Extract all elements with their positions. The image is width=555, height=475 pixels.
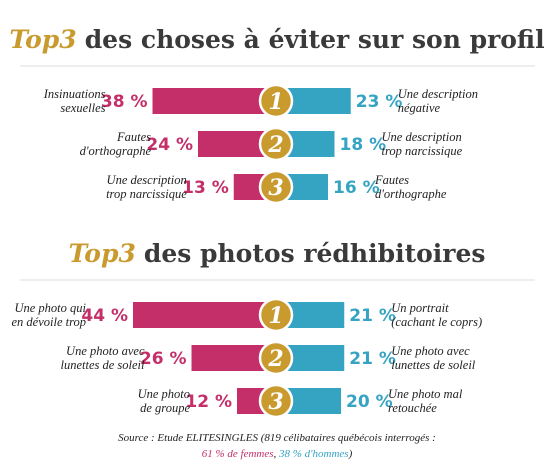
value-label: 21 % — [349, 349, 396, 369]
rank-badge — [258, 83, 294, 119]
right-label: Une photo avec lunettes de soleil — [391, 344, 476, 372]
women-share: 61 % de femmes — [202, 448, 274, 460]
right-label: Un portrait (cachant le coprs) — [391, 301, 482, 329]
bar — [133, 302, 276, 328]
rank-badge — [258, 169, 294, 205]
value-label: 24 % — [146, 135, 193, 155]
value-label: 13 % — [182, 178, 229, 198]
right-label: Une description trop narcissique — [382, 130, 463, 158]
rank-badge — [258, 340, 294, 376]
right-label: Une photo mal retouchée — [388, 387, 463, 415]
men-share: 38 % d'hommes — [278, 448, 349, 460]
source: Source : Etude ELITESINGLES (819 célibat… — [118, 432, 436, 444]
value-label: 44 % — [81, 306, 128, 326]
left-label: Fautes d'orthographe — [80, 130, 152, 158]
closing: ) — [348, 448, 353, 460]
title-highlight: Top3 — [9, 25, 76, 54]
right-label: Fautes d'orthographe — [374, 173, 447, 201]
rank: 2 — [267, 346, 283, 372]
value-label: 38 % — [101, 92, 148, 112]
rank: 3 — [268, 175, 283, 201]
value-label: 20 % — [346, 392, 393, 412]
value-label: 12 % — [185, 392, 232, 412]
rank-badge — [258, 297, 294, 333]
value-label: 26 % — [140, 349, 187, 369]
separator: , — [274, 448, 280, 460]
rank-badge — [258, 126, 294, 162]
left-label: Une photo qui en dévoile trop — [11, 301, 86, 329]
chart-title: Top3 des photos rédhibitoires — [69, 239, 486, 268]
rank: 2 — [267, 132, 283, 158]
source-detail: 61 % de femmes, 38 % d'hommes) — [202, 448, 353, 460]
value-label: 21 % — [349, 306, 396, 326]
title-text: des choses à éviter sur son profil — [85, 25, 545, 54]
value-label: 16 % — [333, 178, 380, 198]
right-label: Une description négative — [398, 87, 478, 115]
left-label: Insinuations sexuelles — [43, 87, 106, 115]
rank-badge — [258, 383, 294, 419]
left-label: Une description trop narcissique — [106, 173, 187, 201]
title-text: des photos rédhibitoires — [144, 239, 486, 268]
rank: 3 — [268, 389, 283, 415]
chart-title: Top3 des choses à éviter sur son profil — [9, 25, 544, 54]
rank: 1 — [268, 89, 283, 115]
left-label: Une photo de groupe — [138, 387, 191, 415]
title-highlight: Top3 — [69, 239, 136, 268]
value-label: 23 % — [356, 92, 403, 112]
value-label: 18 % — [340, 135, 387, 155]
bar — [152, 88, 276, 114]
rank: 1 — [268, 303, 283, 329]
left-label: Une photo avec lunettes de soleil — [60, 344, 145, 372]
